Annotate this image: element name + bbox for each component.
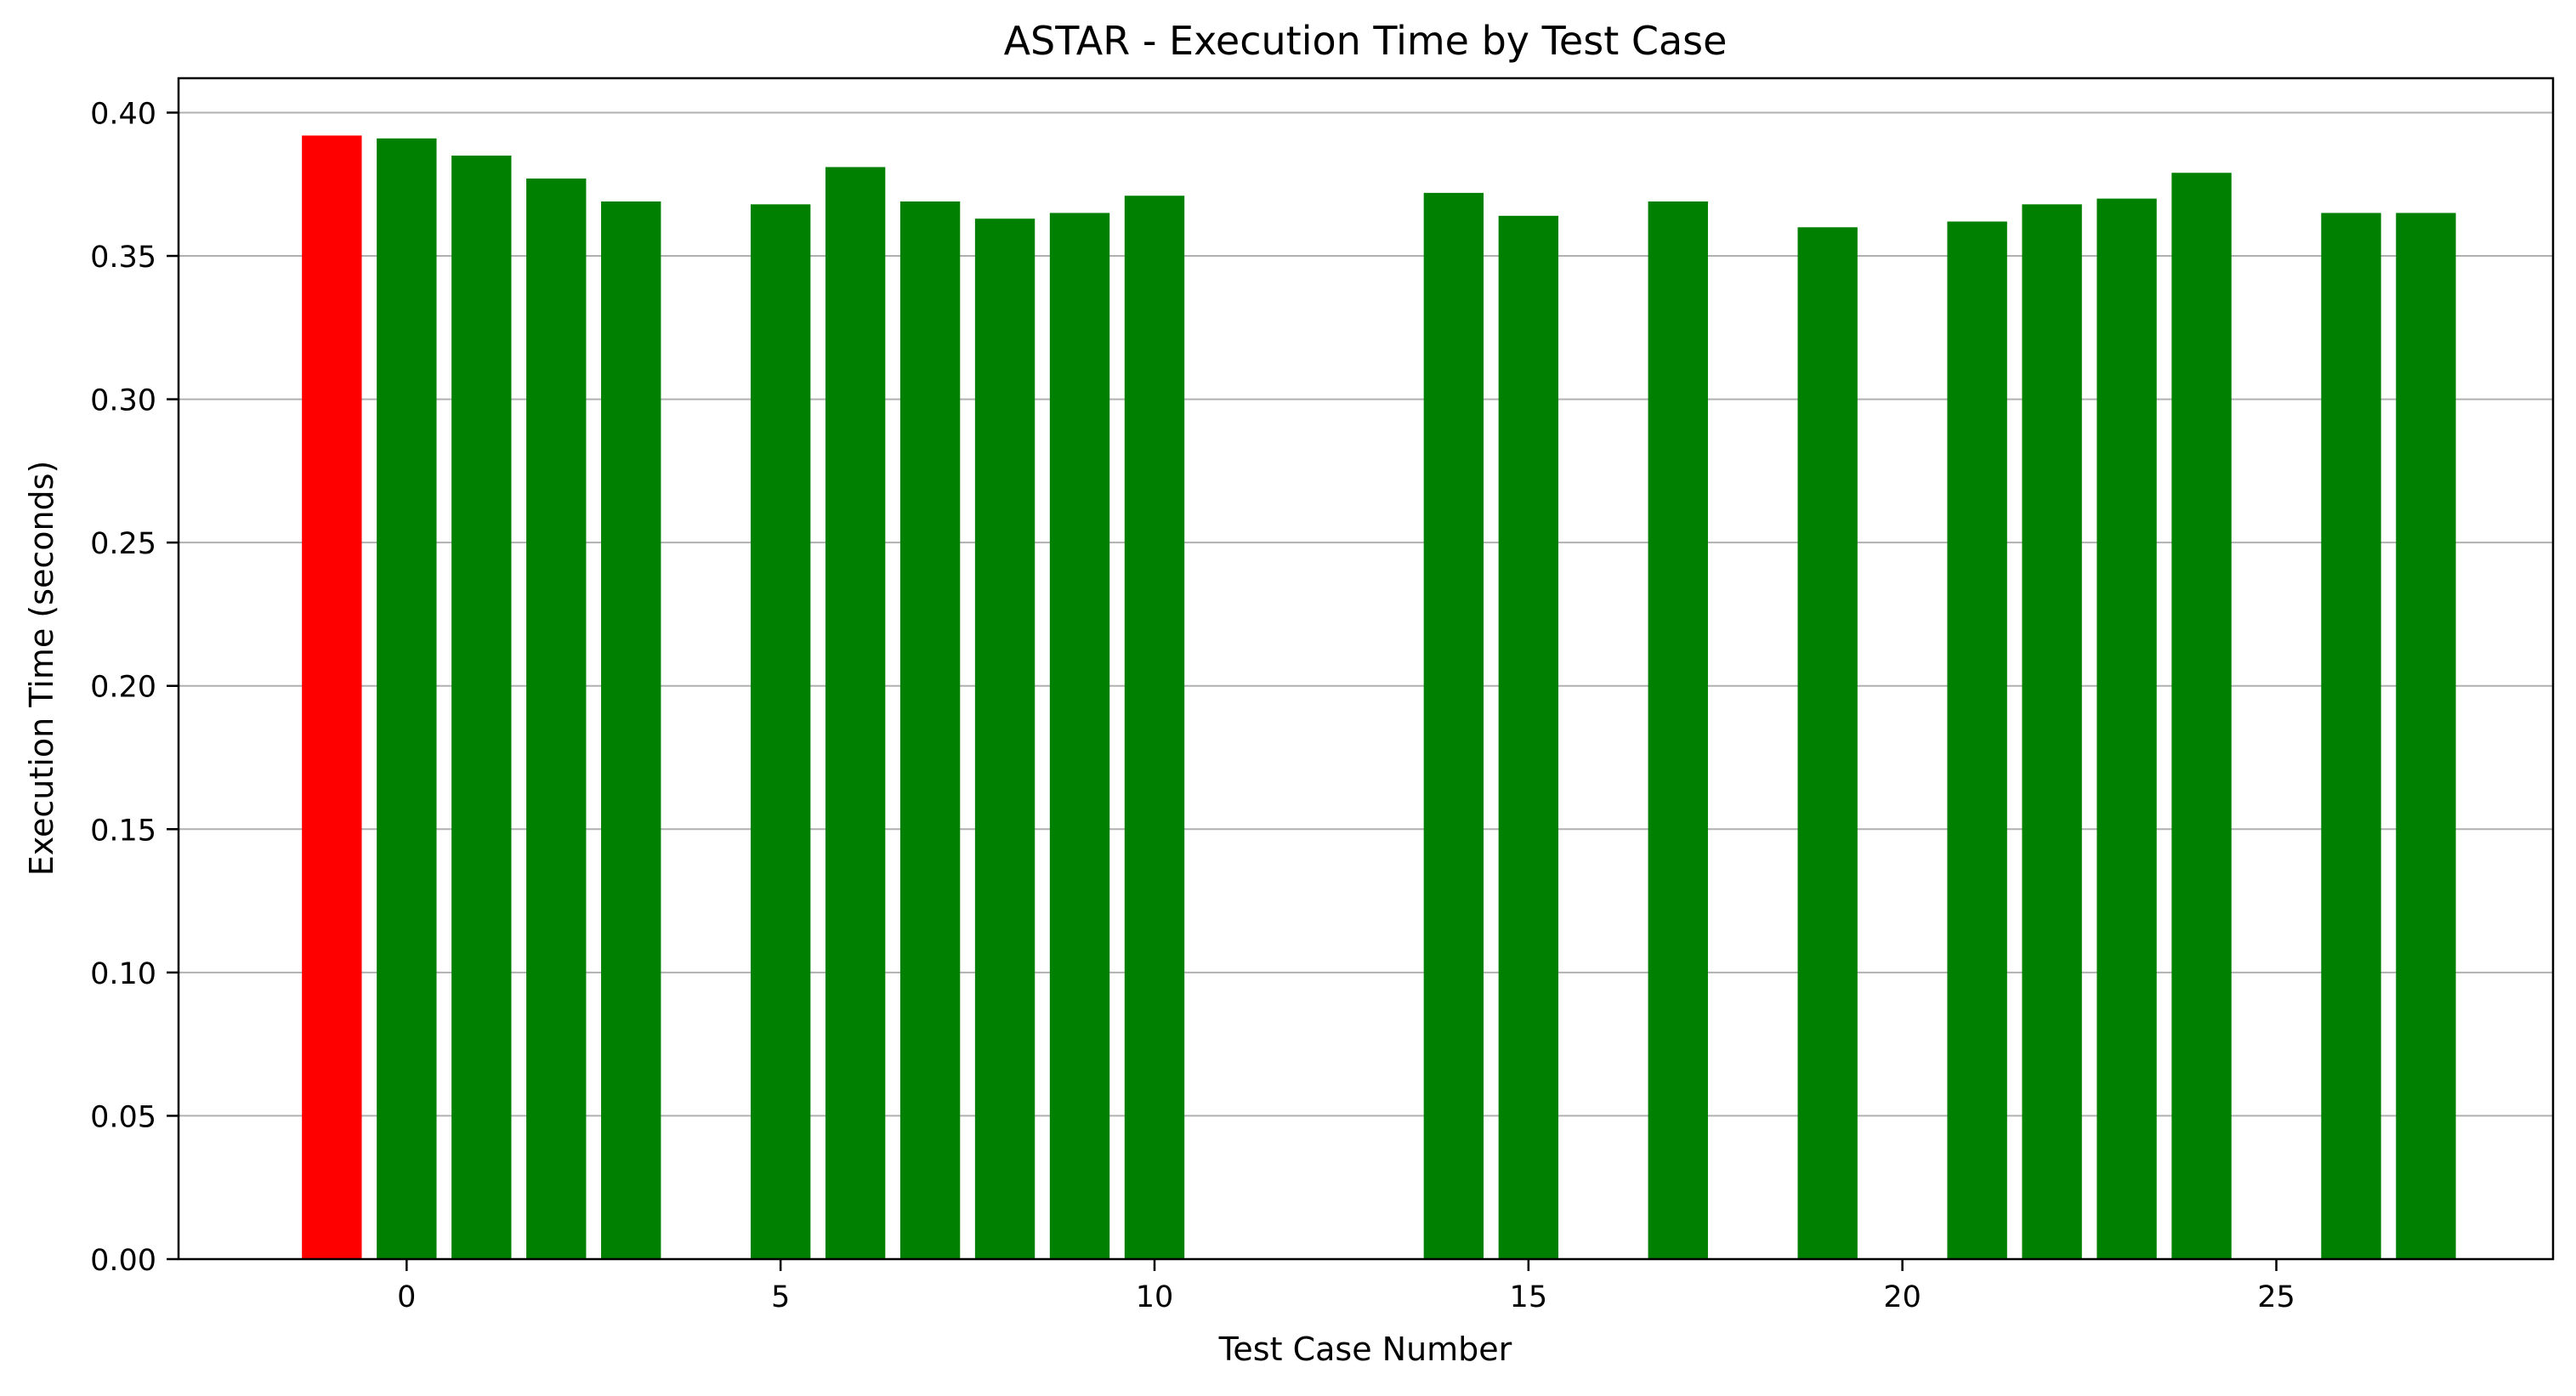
y-tick-label: 0.40 [90, 97, 156, 131]
bar [2321, 213, 2381, 1260]
bar [1947, 221, 2007, 1259]
bar [1498, 215, 1559, 1260]
x-tick-label: 5 [771, 1280, 790, 1314]
bar [451, 156, 512, 1259]
y-tick-label: 0.35 [90, 241, 156, 275]
bar [2022, 204, 2082, 1259]
x-tick-label: 20 [1883, 1280, 1921, 1314]
y-axis-ticks: 0.00 0.05 0.10 0.15 0.20 0.25 0.30 0.35 0.40 [90, 97, 179, 1278]
bar [1797, 227, 1858, 1259]
y-tick-label: 0.05 [90, 1100, 156, 1134]
bar [601, 201, 661, 1259]
plot-frame [177, 77, 2555, 1261]
bar [1124, 196, 1185, 1260]
bar [750, 204, 811, 1259]
y-tick-label: 0.20 [90, 671, 156, 705]
bar [1049, 213, 1110, 1260]
bar [526, 178, 587, 1260]
x-axis-label: Test Case Number [1218, 1331, 1512, 1368]
bar [1423, 192, 1484, 1259]
bar [377, 138, 437, 1259]
y-tick-label: 0.25 [90, 527, 156, 561]
bar [899, 201, 961, 1259]
bar [2396, 213, 2456, 1260]
y-tick-label: 0.00 [90, 1244, 156, 1278]
x-tick-label: 25 [2257, 1280, 2295, 1314]
bar [825, 167, 886, 1260]
bar [302, 135, 362, 1259]
chart-title: ASTAR - Execution Time by Test Case [1004, 18, 1728, 64]
y-tick-label: 0.10 [90, 957, 156, 991]
bar-series [302, 135, 2456, 1260]
x-axis-ticks: 0 5 10 15 20 25 [397, 1259, 2295, 1314]
bar [974, 218, 1036, 1260]
y-tick-label: 0.15 [90, 814, 156, 848]
bar [2171, 173, 2232, 1259]
x-tick-label: 15 [1510, 1280, 1548, 1314]
bar [1648, 201, 1708, 1259]
y-tick-label: 0.30 [90, 384, 156, 418]
bar [2097, 198, 2157, 1260]
x-tick-label: 0 [397, 1280, 416, 1314]
x-tick-label: 10 [1136, 1280, 1174, 1314]
y-axis-label: Execution Time (seconds) [23, 461, 60, 877]
